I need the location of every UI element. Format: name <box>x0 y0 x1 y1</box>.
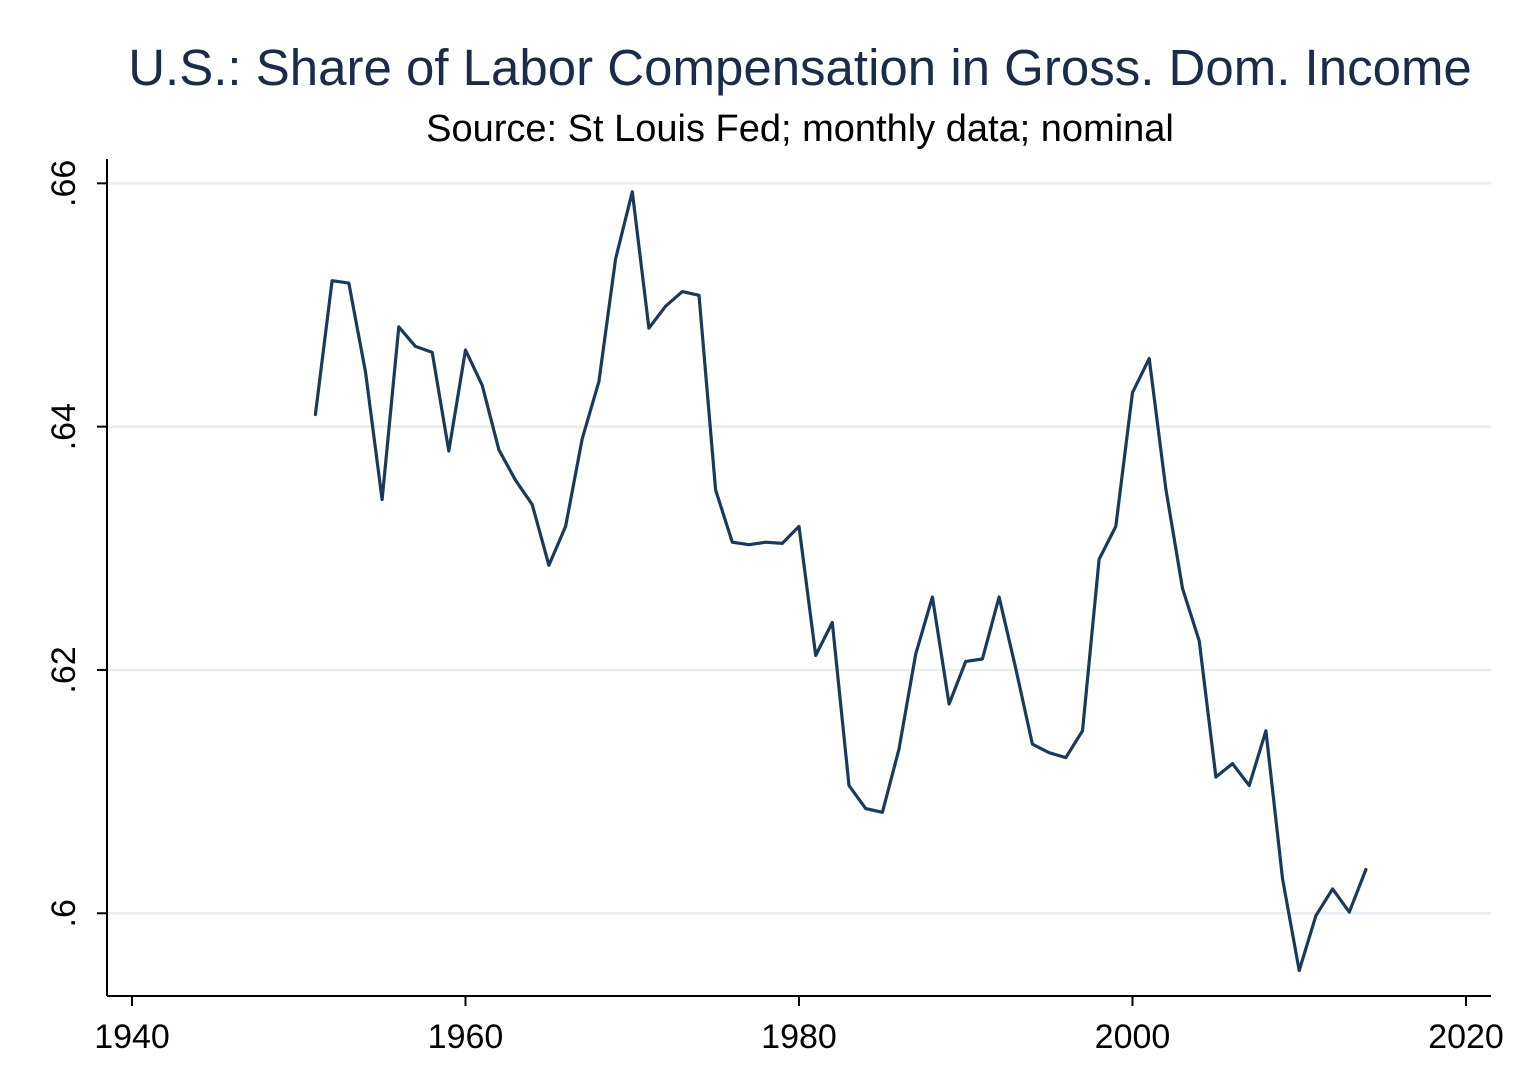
y-tick-label: .6 <box>45 899 83 927</box>
x-tick-label: 1940 <box>94 1018 170 1056</box>
gridlines <box>108 182 1491 915</box>
x-tick-label: 2000 <box>1095 1018 1171 1056</box>
x-tick-label: 1960 <box>428 1018 504 1056</box>
series-line-labor-share <box>313 190 1368 973</box>
y-tick-label: .62 <box>45 646 83 693</box>
x-tick-label: 1980 <box>761 1018 837 1056</box>
axis-ticks: .6 .62 .64 .66 1940 1960 1980 2000 2020 <box>45 160 1504 1056</box>
x-tick-label: 2020 <box>1428 1018 1504 1056</box>
chart-subtitle: Source: St Louis Fed; monthly data; nomi… <box>426 108 1174 150</box>
chart-title: U.S.: Share of Labor Compensation in Gro… <box>128 39 1472 96</box>
y-tick-label: .64 <box>45 403 83 450</box>
y-tick-label: .66 <box>45 160 83 207</box>
